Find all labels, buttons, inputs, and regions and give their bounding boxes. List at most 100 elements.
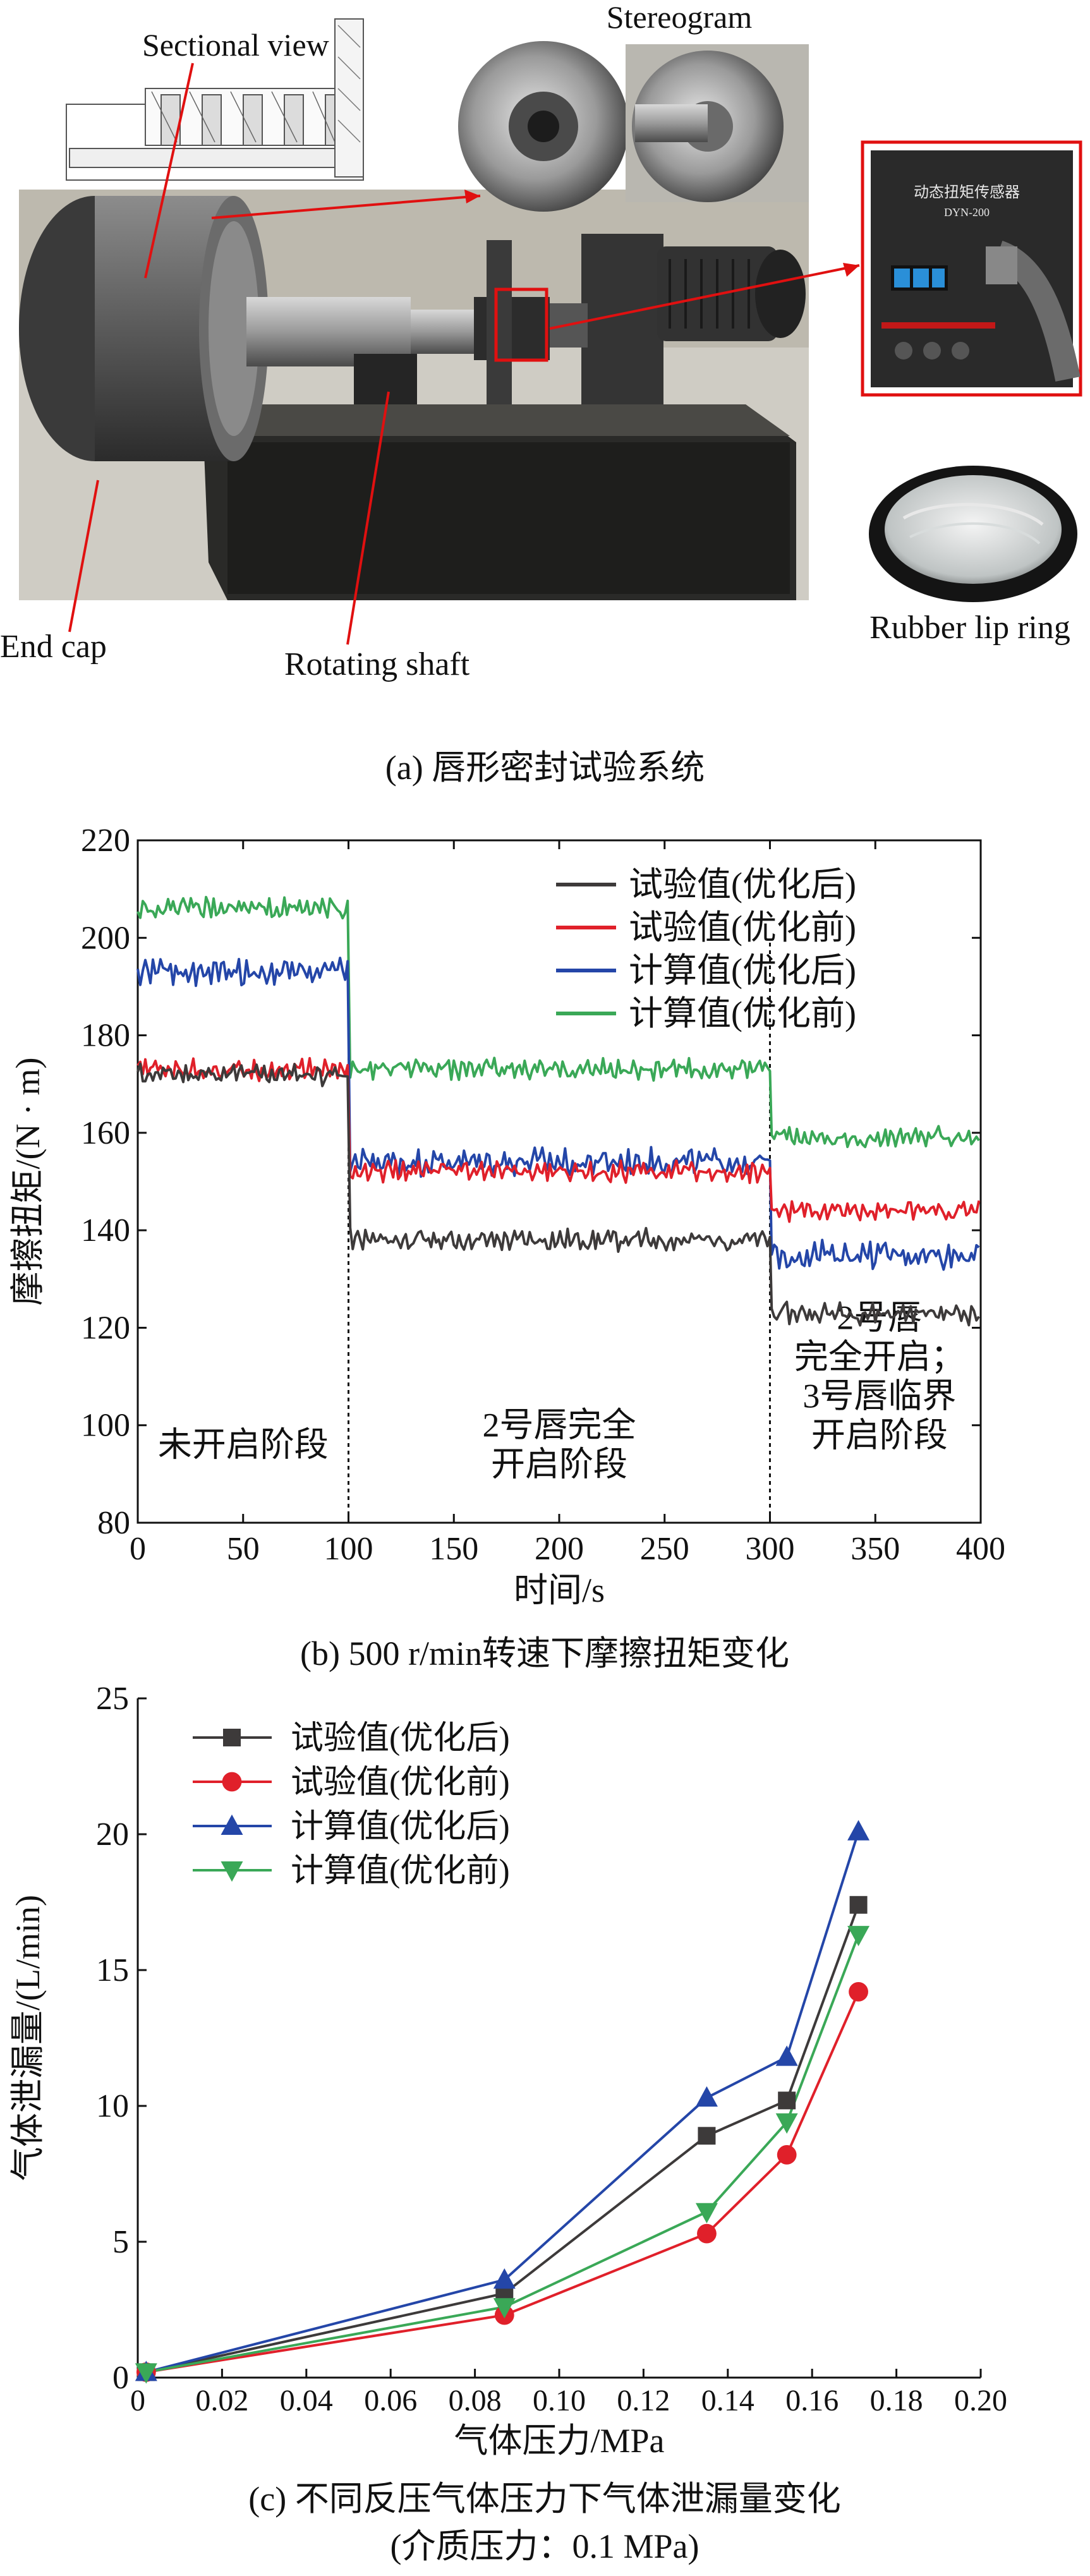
data-marker-triangle-up — [847, 1820, 870, 1841]
torque-sensor-inset — [861, 140, 1082, 397]
test-system-photo-panel: Sectional view Stereogram 动态扭矩传感器 DYN — [0, 0, 1090, 708]
y-tick-label: 0 — [112, 2360, 129, 2396]
data-marker-triangle-down — [847, 1926, 870, 1947]
pointer-arrows — [68, 63, 860, 645]
legend-label: 试验值(优化前) — [629, 909, 856, 946]
x-tick-label: 150 — [429, 1531, 478, 1567]
x-tick-label: 0 — [130, 2384, 145, 2417]
panel-a-caption: (a) 唇形密封试验系统 — [385, 749, 705, 787]
torque-series-line — [136, 895, 980, 1149]
torque-series-line — [136, 1056, 981, 1223]
data-marker-triangle-down — [695, 2203, 718, 2223]
y-tick-label: 5 — [112, 2224, 129, 2260]
y-tick-label: 20 — [96, 1817, 129, 1853]
x-tick-label: 0.06 — [364, 2384, 417, 2417]
torque-chart: 0 50 100 150 200 250 300 350 400 80 100 120 140 160 18… — [9, 823, 1005, 1672]
torque-chart-axes: 0 50 100 150 200 250 300 350 400 80 100 120 140 160 18… — [81, 823, 1005, 1567]
torque-chart-caption: (b) 500 r/min转速下摩擦扭矩变化 — [300, 1635, 789, 1672]
test-system-illustration: Sectional view Stereogram 动态扭矩传感器 DYN — [0, 0, 1082, 682]
sectional-view-label: Sectional view — [142, 27, 329, 63]
sensor-highlight-box — [494, 287, 548, 362]
data-marker-circle — [777, 2145, 797, 2165]
leakage-chart-x-axis-label: 气体压力/MPa — [454, 2422, 664, 2460]
x-tick-label: 0.20 — [954, 2384, 1007, 2417]
x-tick-label: 50 — [227, 1531, 260, 1567]
x-tick-label: 350 — [851, 1531, 900, 1567]
phase-label: 开启阶段 — [811, 1417, 948, 1454]
torque-series-line — [136, 957, 980, 1271]
phase-label: 2号唇完全 — [483, 1406, 636, 1444]
x-tick-label: 100 — [324, 1531, 373, 1567]
data-marker-triangle-down — [221, 1861, 243, 1882]
data-marker-circle — [849, 1982, 868, 2002]
leakage-chart-y-axis-label: 气体泄漏量/(L/min) — [9, 1895, 47, 2181]
torque-chart-series — [136, 895, 981, 1327]
data-marker-square — [778, 2091, 796, 2110]
end-cap-label: End cap — [0, 629, 107, 665]
leakage-chart-axes: 0 0.02 0.04 0.06 0.08 0.10 0.12 0.14 0.16 0.18 0.2… — [96, 1681, 1007, 2417]
x-tick-label: 200 — [535, 1531, 584, 1567]
y-tick-label: 220 — [81, 823, 130, 859]
sensor-model-text: DYN-200 — [944, 206, 990, 219]
leakage-chart-caption-sub: (介质压力：0.1 MPa) — [391, 2527, 699, 2565]
legend-label: 试验值(优化后) — [291, 1720, 510, 1757]
data-marker-triangle-down — [775, 2113, 798, 2134]
data-marker-circle — [222, 1772, 242, 1792]
y-tick-label: 120 — [81, 1310, 130, 1346]
torque-chart-legend: 试验值(优化后) 试验值(优化前) 计算值(优化后) 计算值(优化前) — [556, 866, 856, 1032]
data-marker-triangle-up — [775, 2045, 798, 2066]
phase-label: 2号唇 — [837, 1299, 922, 1337]
data-marker-triangle-down — [135, 2363, 157, 2384]
torque-chart-x-axis-label: 时间/s — [514, 1571, 605, 1609]
data-marker-circle — [697, 2223, 717, 2244]
leakage-chart-legend: 试验值(优化后) 试验值(优化前) 计算值(优化后) 计算值(优化前) — [193, 1720, 510, 1889]
x-tick-label: 0.12 — [617, 2384, 670, 2417]
x-tick-label: 0.14 — [701, 2384, 754, 2417]
x-tick-label: 0.18 — [870, 2384, 923, 2417]
y-tick-label: 100 — [81, 1408, 130, 1444]
rubber-lip-ring-label: Rubber lip ring — [869, 610, 1070, 646]
data-marker-square — [223, 1729, 241, 1746]
legend-label: 计算值(优化后) — [629, 952, 856, 989]
data-marker-triangle-up — [695, 2086, 718, 2107]
torque-chart-y-axis-label: 摩擦扭矩/(N · m) — [9, 1058, 47, 1306]
data-marker-square — [849, 1896, 868, 1914]
stereogram-photos — [458, 41, 809, 212]
x-tick-label: 0.04 — [280, 2384, 333, 2417]
x-tick-label: 0.10 — [533, 2384, 586, 2417]
y-tick-label: 25 — [96, 1681, 129, 1717]
x-tick-label: 0.08 — [449, 2384, 502, 2417]
data-marker-triangle-down — [493, 2298, 516, 2319]
y-tick-label: 10 — [96, 2088, 129, 2124]
x-tick-label: 250 — [640, 1531, 689, 1567]
phase-label: 未开启阶段 — [158, 1426, 329, 1464]
legend-label: 计算值(优化后) — [291, 1809, 510, 1845]
stereogram-label: Stereogram — [607, 0, 753, 35]
pointer-arrowheads — [464, 190, 859, 277]
legend-label: 试验值(优化前) — [291, 1765, 510, 1801]
leakage-chart: 0 0.02 0.04 0.06 0.08 0.10 0.12 0.14 0.16 0.18 0.2… — [9, 1681, 1007, 2565]
legend-label: 计算值(优化前) — [291, 1853, 510, 1889]
sensor-title-text: 动态扭矩传感器 — [914, 184, 1020, 201]
legend-label: 计算值(优化前) — [629, 995, 856, 1032]
sectional-view-drawing — [66, 18, 364, 181]
y-tick-label: 140 — [81, 1212, 130, 1249]
phase-label: 开启阶段 — [491, 1446, 627, 1484]
rubber-lip-ring-photo — [869, 466, 1077, 602]
y-tick-label: 180 — [81, 1018, 130, 1054]
y-tick-label: 200 — [81, 920, 130, 956]
data-marker-triangle-up — [493, 2268, 516, 2289]
x-tick-label: 0.02 — [195, 2384, 248, 2417]
x-tick-label: 400 — [956, 1531, 1005, 1567]
phase-label: 3号唇临界 — [802, 1377, 956, 1415]
data-marker-triangle-up — [221, 1814, 243, 1835]
legend-label: 试验值(优化后) — [629, 866, 856, 904]
y-tick-label: 80 — [97, 1505, 130, 1541]
leakage-chart-caption: (c) 不同反压气体压力下气体泄漏量变化 — [248, 2480, 840, 2518]
phase-label: 完全开启； — [794, 1338, 965, 1376]
x-tick-label: 0 — [130, 1531, 146, 1567]
leakage-chart-series — [135, 1820, 870, 2384]
y-tick-label: 15 — [96, 1952, 129, 1988]
x-tick-label: 0.16 — [785, 2384, 839, 2417]
